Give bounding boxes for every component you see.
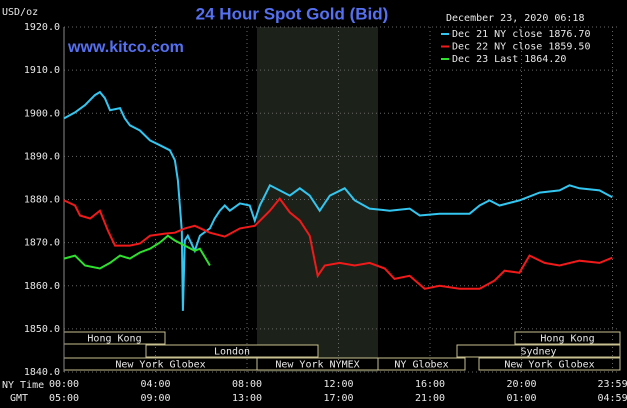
session-bar <box>514 331 621 345</box>
x-row-label: NY Time <box>2 380 44 391</box>
chart-title: 24 Hour Spot Gold (Bid) <box>196 4 389 23</box>
session-label: Hong Kong <box>540 334 594 345</box>
session-label: New York NYMEX <box>275 360 359 371</box>
y-tick-label: 1860.0 <box>24 281 60 292</box>
session-label: New York Globex <box>115 360 205 371</box>
x-tick-label: 23:59 <box>597 379 627 390</box>
session-shade <box>257 27 378 372</box>
legend-label: Dec 23 Last 1864.20 <box>452 54 566 65</box>
session-bar <box>456 344 621 358</box>
y-tick-label: 1870.0 <box>24 238 60 249</box>
legend-label: Dec 21 NY close 1876.70 <box>452 29 590 40</box>
x-tick-label: 16:00 <box>415 379 445 390</box>
session-bar <box>478 357 621 371</box>
y-tick-label: 1880.0 <box>24 195 60 206</box>
session-label: Sydney <box>520 347 556 358</box>
y-tick-label: 1890.0 <box>24 151 60 162</box>
session-label: Hong Kong <box>87 334 141 345</box>
x-gmt-label: 04:59 <box>597 393 627 404</box>
x-gmt-label: 05:00 <box>49 393 79 404</box>
chart-subtitle: www.kitco.com <box>67 39 184 56</box>
x-gmt-label: 13:00 <box>232 393 262 404</box>
y-tick-label: 1910.0 <box>24 65 60 76</box>
x-tick-label: 12:00 <box>323 379 353 390</box>
x-tick-label: 00:00 <box>49 379 79 390</box>
x-tick-label: 08:00 <box>232 379 262 390</box>
y-axis-label: USD/oz <box>2 7 38 18</box>
y-tick-label: 1850.0 <box>24 324 60 335</box>
x-tick-label: 04:00 <box>140 379 170 390</box>
series-line <box>63 90 613 311</box>
y-tick-label: 1900.0 <box>24 108 60 119</box>
x-tick-label: 20:00 <box>506 379 536 390</box>
session-bar <box>145 344 319 358</box>
session-label: NY Globex <box>394 360 448 371</box>
y-tick-label: 1840.0 <box>24 367 60 378</box>
y-tick-label: 1920.0 <box>24 22 60 33</box>
legend-label: Dec 22 NY close 1859.50 <box>452 42 590 53</box>
session-label: London <box>214 347 250 358</box>
session-bar <box>377 357 466 371</box>
x-gmt-label: 21:00 <box>415 393 445 404</box>
series-line <box>63 234 211 270</box>
x-gmt-label: 09:00 <box>140 393 170 404</box>
x-gmt-label: 17:00 <box>323 393 353 404</box>
session-label: New York Globex <box>504 360 594 371</box>
series-line <box>63 196 613 290</box>
x-row-label: GMT <box>10 393 28 404</box>
timestamp: December 23, 2020 06:18 <box>446 13 584 24</box>
x-gmt-label: 01:00 <box>506 393 536 404</box>
